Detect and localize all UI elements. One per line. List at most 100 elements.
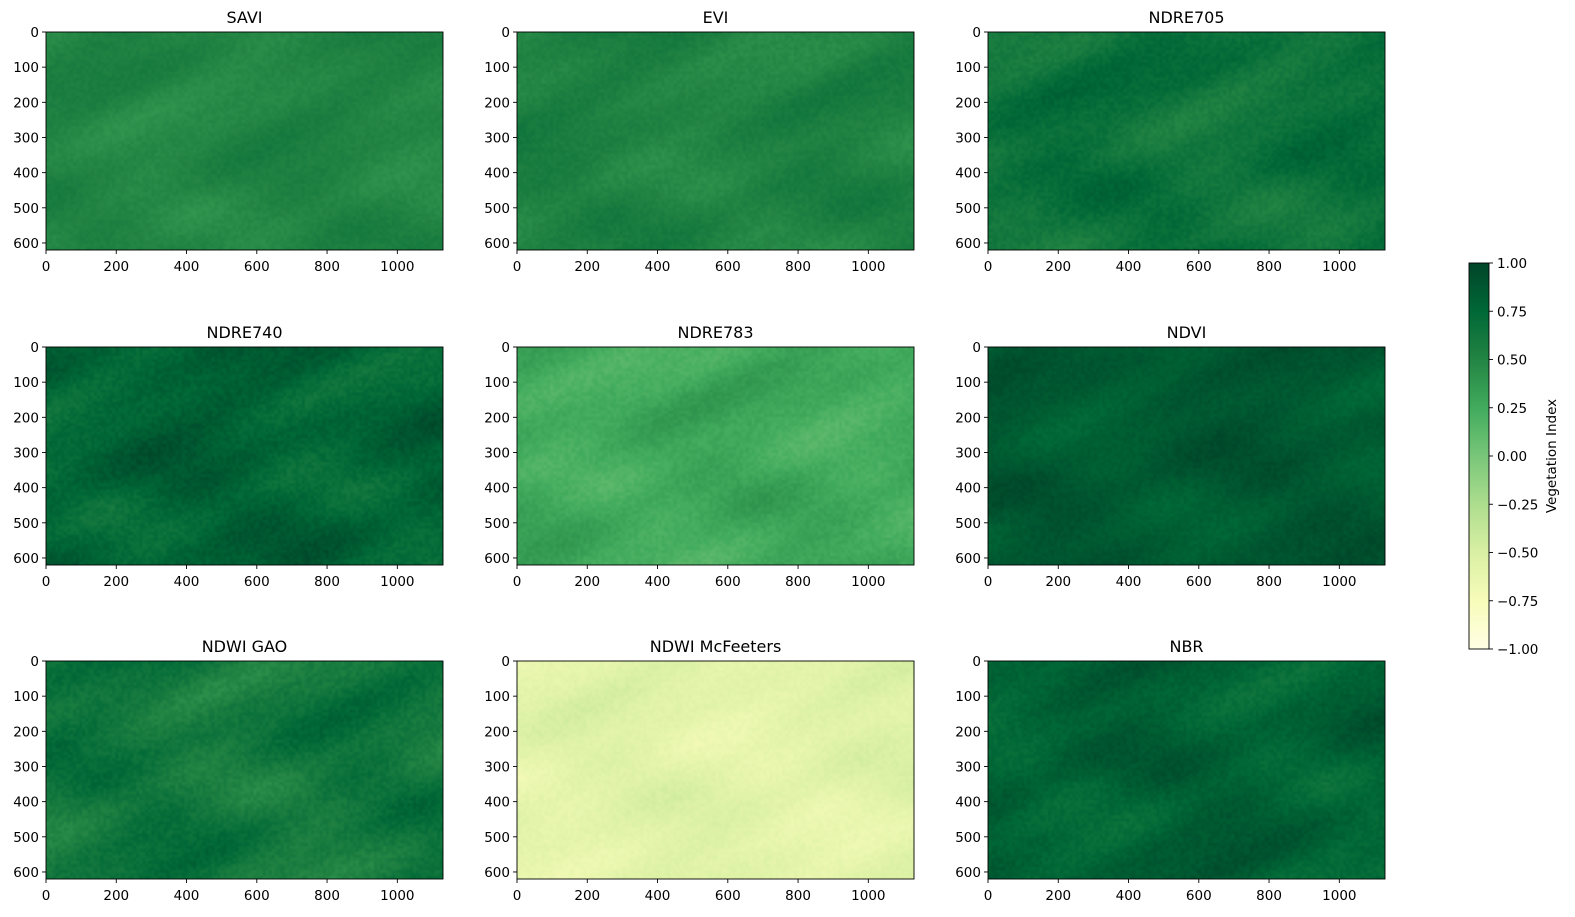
colorbar: 1.00 0.75 0.50 0.25 0.00 −0.25 −0.50 −0.75 −1.00… [1468,256,1560,658]
y-tick-label: 500 [484,516,510,532]
y-tick-label: 100 [13,60,39,76]
x-tick-label: 600 [244,888,270,904]
x-tick-label: 800 [1256,259,1282,275]
y-tick-label: 300 [13,130,39,146]
x-tick-label: 400 [645,888,671,904]
y-tick-label: 600 [484,236,510,252]
axes-frame [987,31,1386,251]
y-tick-label: 400 [13,481,39,497]
y-tick-label: 600 [13,551,39,567]
x-tick-label: 800 [785,574,811,590]
x-tick-label: 800 [785,259,811,275]
y-tick-label: 500 [13,201,39,217]
x-tick-label: 800 [314,259,340,275]
x-tick-label: 400 [645,574,671,590]
y-tick-label: 600 [955,236,981,252]
panel-title: NDRE740 [206,323,282,342]
y-tick-label: 200 [13,95,39,111]
y-tick-label: 100 [13,689,39,705]
y-tick-label: 300 [484,759,510,775]
x-tick-label: 0 [984,574,993,590]
colorbar-tick-label: 0.50 [1497,353,1527,369]
x-tick-label: 1000 [851,574,885,590]
y-tick-label: 600 [484,865,510,881]
x-tick-label: 200 [574,259,600,275]
panel-ndvi: NDVI 0 200 400 600 800 1000 0 100 200 300 400 500 600 [955,323,1386,590]
y-tick-label: 100 [955,60,981,76]
panel-evi: EVI 0 200 400 600 800 1000 0 100 200 300 400 500 600 [484,8,915,275]
x-tick-label: 0 [42,574,51,590]
x-tick-label: 600 [1186,259,1212,275]
x-tick-label: 0 [42,259,51,275]
y-tick-label: 0 [501,25,510,41]
x-tick-label: 600 [244,574,270,590]
x-tick-label: 0 [513,888,522,904]
y-tick-label: 0 [972,654,981,670]
y-tick-label: 500 [13,830,39,846]
y-tick-label: 100 [484,60,510,76]
y-tick-label: 400 [955,166,981,182]
raster-image [517,661,914,879]
panel-title: NBR [1169,637,1203,656]
x-tick-label: 400 [1116,574,1142,590]
axes-frame [45,31,444,251]
x-tick-label: 200 [574,888,600,904]
colorbar-tick-label: 0.00 [1497,449,1527,465]
y-tick-label: 200 [955,95,981,111]
x-tick-label: 600 [244,259,270,275]
x-tick-label: 600 [715,574,741,590]
raster-image [988,661,1385,879]
colorbar-tick-label: 1.00 [1497,256,1527,272]
x-tick-label: 800 [785,888,811,904]
panel-title: NDRE783 [677,323,753,342]
x-tick-label: 800 [1256,574,1282,590]
x-tick-label: 800 [314,574,340,590]
y-tick-label: 100 [13,375,39,391]
panel-ndre705: NDRE705 0 200 400 600 800 1000 0 100 200 300 400 500… [955,8,1386,275]
raster-image [517,32,914,250]
axes-frame [987,660,1386,880]
x-tick-label: 200 [103,259,129,275]
panel-title: NDWI GAO [202,637,288,656]
y-tick-label: 400 [13,166,39,182]
panel-title: EVI [703,8,729,27]
x-tick-label: 200 [103,888,129,904]
y-tick-label: 400 [955,481,981,497]
raster-image [517,347,914,565]
y-tick-label: 200 [484,410,510,426]
y-tick-label: 0 [501,340,510,356]
y-tick-label: 100 [955,689,981,705]
y-tick-label: 100 [484,375,510,391]
y-tick-label: 500 [955,830,981,846]
y-tick-label: 100 [484,689,510,705]
x-tick-label: 200 [1045,888,1071,904]
y-tick-label: 0 [30,25,39,41]
panel-ndre783: NDRE783 0 200 400 600 800 1000 0 100 200 300 400 500… [484,323,915,590]
colorbar-tick-label: 0.75 [1497,304,1527,320]
y-tick-label: 500 [13,516,39,532]
y-tick-label: 0 [972,340,981,356]
y-tick-label: 600 [955,551,981,567]
y-tick-label: 300 [955,445,981,461]
axes-frame [45,660,444,880]
x-tick-label: 1000 [380,574,414,590]
x-tick-label: 400 [174,259,200,275]
y-tick-label: 100 [955,375,981,391]
raster-image [46,661,443,879]
axes-frame [516,660,915,880]
x-tick-label: 1000 [851,888,885,904]
y-tick-label: 600 [13,236,39,252]
x-tick-label: 400 [174,574,200,590]
colorbar-tick-label: −1.00 [1497,642,1538,658]
axes-frame [45,346,444,566]
x-tick-label: 0 [984,888,993,904]
x-tick-label: 0 [513,574,522,590]
x-tick-label: 0 [984,259,993,275]
y-tick-label: 300 [13,759,39,775]
colorbar-tick-label: −0.50 [1497,546,1538,562]
y-tick-label: 0 [501,654,510,670]
x-tick-label: 1000 [1322,574,1356,590]
y-tick-label: 0 [30,340,39,356]
colorbar-tick-label: −0.75 [1497,594,1538,610]
